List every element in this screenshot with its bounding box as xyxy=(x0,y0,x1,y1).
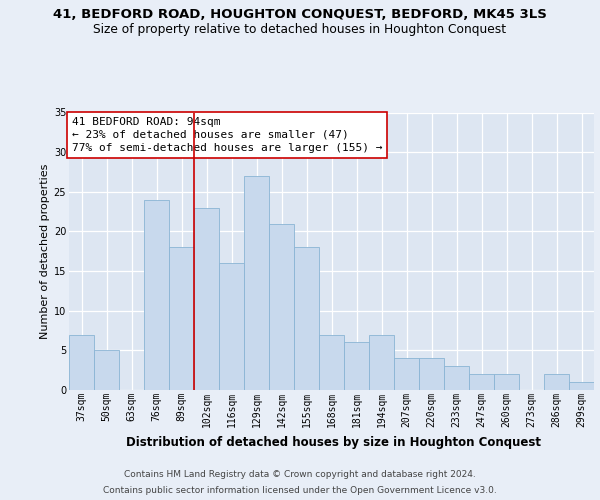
Y-axis label: Number of detached properties: Number of detached properties xyxy=(40,164,50,339)
Bar xyxy=(194,208,219,390)
Bar xyxy=(319,334,344,390)
Bar xyxy=(369,334,394,390)
Text: 41, BEDFORD ROAD, HOUGHTON CONQUEST, BEDFORD, MK45 3LS: 41, BEDFORD ROAD, HOUGHTON CONQUEST, BED… xyxy=(53,8,547,20)
Bar xyxy=(544,374,569,390)
Bar xyxy=(394,358,419,390)
Bar xyxy=(244,176,269,390)
Bar xyxy=(269,224,294,390)
Text: Size of property relative to detached houses in Houghton Conquest: Size of property relative to detached ho… xyxy=(94,22,506,36)
Bar xyxy=(419,358,444,390)
Bar xyxy=(294,248,319,390)
Bar xyxy=(219,263,244,390)
Bar xyxy=(169,248,194,390)
Text: Contains HM Land Registry data © Crown copyright and database right 2024.: Contains HM Land Registry data © Crown c… xyxy=(124,470,476,479)
Text: Distribution of detached houses by size in Houghton Conquest: Distribution of detached houses by size … xyxy=(125,436,541,449)
Bar xyxy=(494,374,519,390)
Bar xyxy=(444,366,469,390)
Bar xyxy=(94,350,119,390)
Bar xyxy=(69,334,94,390)
Bar xyxy=(469,374,494,390)
Bar xyxy=(344,342,369,390)
Bar xyxy=(144,200,169,390)
Bar xyxy=(569,382,594,390)
Text: Contains public sector information licensed under the Open Government Licence v3: Contains public sector information licen… xyxy=(103,486,497,495)
Text: 41 BEDFORD ROAD: 94sqm
← 23% of detached houses are smaller (47)
77% of semi-det: 41 BEDFORD ROAD: 94sqm ← 23% of detached… xyxy=(71,116,382,153)
